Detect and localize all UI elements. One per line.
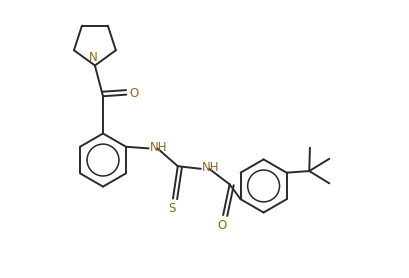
Text: O: O	[128, 88, 138, 100]
Text: NH: NH	[150, 141, 167, 154]
Text: O: O	[217, 219, 226, 232]
Text: NH: NH	[202, 161, 219, 174]
Text: S: S	[168, 202, 175, 215]
Text: N: N	[89, 51, 97, 64]
